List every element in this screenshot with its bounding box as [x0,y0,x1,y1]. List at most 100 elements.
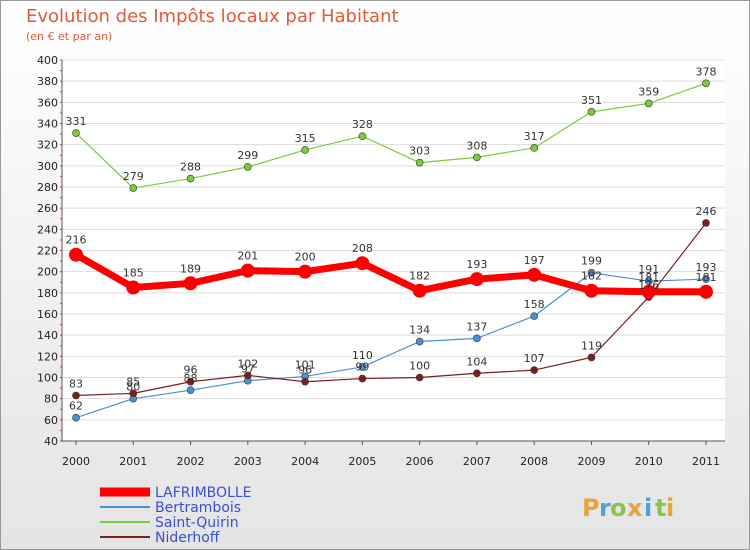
data-point [587,353,596,362]
data-point [699,284,713,299]
chart-title: Evolution des Impôts locaux par Habitant [26,6,399,27]
data-point [69,247,83,262]
grid [62,59,725,442]
data-point [702,79,710,88]
data-label: 303 [409,145,430,158]
data-point [72,129,80,137]
data-label: 208 [352,242,373,255]
data-point [530,366,538,374]
legend-label: Niderhoff [155,530,220,546]
y-tick-label: 120 [37,350,58,363]
series-line [75,82,707,189]
logo-letter: i [644,494,652,522]
data-point [641,284,656,299]
data-label: 216 [66,234,87,247]
data-label: 137 [466,320,487,333]
data-label: 331 [66,115,87,128]
logo-letter: r [599,494,611,522]
y-tick-label: 320 [37,139,58,152]
legend: LAFRIMBOLLEBertramboisSaint-QuirinNiderh… [100,485,252,546]
logo-letter: P [582,494,600,522]
data-label: 279 [123,170,144,183]
legend-label: Bertrambois [155,500,241,516]
data-label: 107 [524,352,545,365]
data-label: 201 [237,250,258,263]
data-point [412,283,427,298]
data-label: 200 [295,251,316,264]
logo-letter: i [666,494,674,522]
data-label: 288 [180,161,201,174]
data-label: 88 [184,372,198,385]
data-point [473,369,481,378]
data-point [644,277,653,285]
data-point [415,158,424,167]
legend-label: Saint-Quirin [155,515,239,531]
data-point [584,283,599,298]
data-label: 193 [696,261,717,274]
data-point [473,153,481,162]
data-label: 317 [524,130,545,143]
data-label: 351 [581,94,602,107]
data-labels: 216 185 189 201 200 208 182 193 197 182 181 181 62 80… [66,65,717,412]
data-label: 119 [581,339,602,352]
data-label: 96 [298,364,312,377]
data-point [129,184,138,192]
x-tick-label: 2002 [177,455,205,468]
data-point [530,144,538,152]
y-tick-label: 360 [37,96,58,109]
data-label: 182 [581,270,602,283]
data-label: 299 [237,149,258,162]
y-tick-label: 220 [37,245,58,258]
data-label: 158 [524,298,545,311]
x-tick-label: 2008 [520,455,548,468]
x-tick-label: 2009 [577,455,605,468]
data-label: 100 [409,360,430,373]
axes: 40 60 80 100 120 140 160 180 200 220 240 260 280 300 3… [37,54,725,468]
data-label: 104 [466,355,487,368]
series-line [75,272,707,419]
data-label: 62 [69,400,83,413]
data-label: 97 [241,363,255,376]
data-point [473,334,481,343]
data-point [186,386,195,395]
data-point [126,280,141,295]
data-label: 99 [355,361,369,374]
data-label: 80 [126,381,140,394]
y-tick-label: 140 [37,329,58,342]
data-point [527,267,542,282]
y-tick-label: 280 [37,181,58,194]
data-label: 378 [696,65,717,78]
data-point [298,264,313,279]
series-line [74,251,706,296]
data-point [644,99,653,108]
data-label: 197 [524,254,545,267]
data-label: 189 [180,262,201,275]
data-point [301,377,309,386]
y-tick-label: 340 [37,118,58,131]
data-point [358,132,367,140]
data-point [587,108,596,116]
data-point [186,377,195,386]
data-label: 83 [69,377,83,390]
data-point [244,163,252,171]
data-point [129,389,138,398]
y-tick-label: 400 [37,54,58,67]
data-label: 181 [638,271,659,284]
data-point [702,275,710,283]
y-tick-label: 200 [37,266,58,279]
x-tick-label: 2000 [62,455,90,468]
x-tick-label: 2001 [119,455,147,468]
data-label: 185 [123,267,144,280]
data-point [183,276,198,291]
data-point [72,413,80,422]
data-point [530,312,538,320]
x-tick-label: 2007 [463,455,491,468]
data-point [72,391,80,400]
data-label: 134 [409,324,430,337]
data-label: 96 [184,364,198,377]
data-label: 110 [352,349,373,362]
data-point [301,146,309,154]
legend-label: LAFRIMBOLLE [155,485,252,501]
data-label: 102 [237,357,258,370]
